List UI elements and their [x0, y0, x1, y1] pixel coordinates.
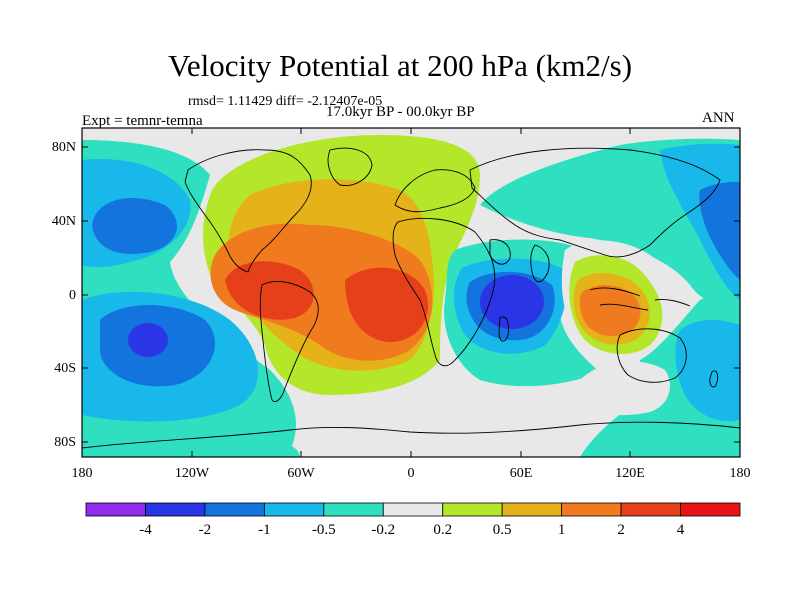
y-tick-label: 40N: [51, 214, 76, 229]
x-tick-label: 120W: [174, 466, 210, 481]
experiment-label: Expt = temnr-temna: [82, 113, 203, 129]
coastline-new-zealand: [709, 370, 719, 388]
contour-sh-neutral: [580, 361, 670, 416]
x-tick-label: 120E: [615, 466, 645, 481]
stats-text: rmsd= 1.11429 diff= -2.12407e-05: [188, 94, 383, 109]
coastlines: [82, 147, 740, 449]
colorbar-swatch: [501, 502, 563, 517]
y-tick-label: 80S: [54, 435, 76, 450]
coastline-north-america: [184, 149, 312, 273]
colorbar-swatch: [382, 502, 444, 517]
coastline-greenland: [327, 147, 373, 186]
colorbar-swatch: [442, 502, 503, 517]
x-tick-label: 60W: [287, 466, 315, 481]
colorbar-swatch: [263, 502, 325, 517]
y-tick-label: 0: [69, 288, 76, 303]
contour-wp-orange: [579, 285, 641, 337]
coastline-india: [530, 244, 550, 283]
colorbar-swatch: [145, 502, 206, 517]
colorbar-label: 1: [557, 522, 566, 538]
contour-ep-cyan: [675, 320, 740, 422]
coastline-europe: [394, 169, 476, 213]
colorbar-label: 0.2: [433, 522, 453, 538]
colorbar-label: 4: [676, 522, 685, 538]
colorbar-swatch: [680, 502, 741, 517]
y-tick-label: 80N: [51, 140, 76, 155]
colorbar: [85, 502, 741, 517]
contour-ne-blue: [699, 181, 740, 280]
x-tick-label: 180: [71, 466, 93, 481]
coastline-antarctica: [82, 421, 740, 449]
plot-title: Velocity Potential at 200 hPa (km2/s): [167, 48, 633, 83]
x-tick-label: 180: [729, 466, 751, 481]
contour-fill: [82, 128, 740, 457]
coastline-africa: [392, 217, 496, 367]
contour-pacific-blue: [92, 197, 177, 254]
colorbar-swatch: [85, 502, 146, 517]
season-label: ANN: [702, 110, 735, 126]
colorbar-label: -2: [198, 522, 212, 538]
coastline-indonesia: [589, 287, 691, 311]
x-tick-label: 60E: [509, 466, 533, 481]
x-tick-label: 0: [407, 466, 415, 481]
colorbar-swatch: [620, 502, 681, 517]
colorbar-swatch: [561, 502, 622, 517]
contour-indian-min: [480, 275, 544, 329]
contour-atlantic-max-e: [345, 267, 429, 342]
y-tick-label: 40S: [54, 361, 76, 376]
coastline-madagascar: [498, 316, 509, 342]
contour-atlantic-max-w: [225, 261, 314, 320]
colorbar-swatch: [204, 502, 265, 517]
period-text: 17.0kyr BP - 00.0kyr BP: [326, 104, 475, 120]
colorbar-label: -0.2: [371, 522, 396, 538]
colorbar-label: -4: [139, 522, 152, 538]
contour-ne-cyan: [660, 143, 740, 300]
coastline-arabia: [489, 239, 511, 265]
axis-ticks: [81, 128, 741, 457]
colorbar-label: -1: [258, 522, 271, 538]
colorbar-label: 2: [617, 522, 625, 538]
coastline-australia: [616, 328, 687, 383]
contour-pacific-min: [128, 323, 168, 357]
colorbar-swatch: [323, 502, 384, 517]
coastline-asia: [469, 147, 721, 258]
coastline-south-america: [259, 281, 319, 403]
colorbar-label: -0.5: [311, 522, 336, 538]
colorbar-label: 0.5: [492, 522, 512, 538]
